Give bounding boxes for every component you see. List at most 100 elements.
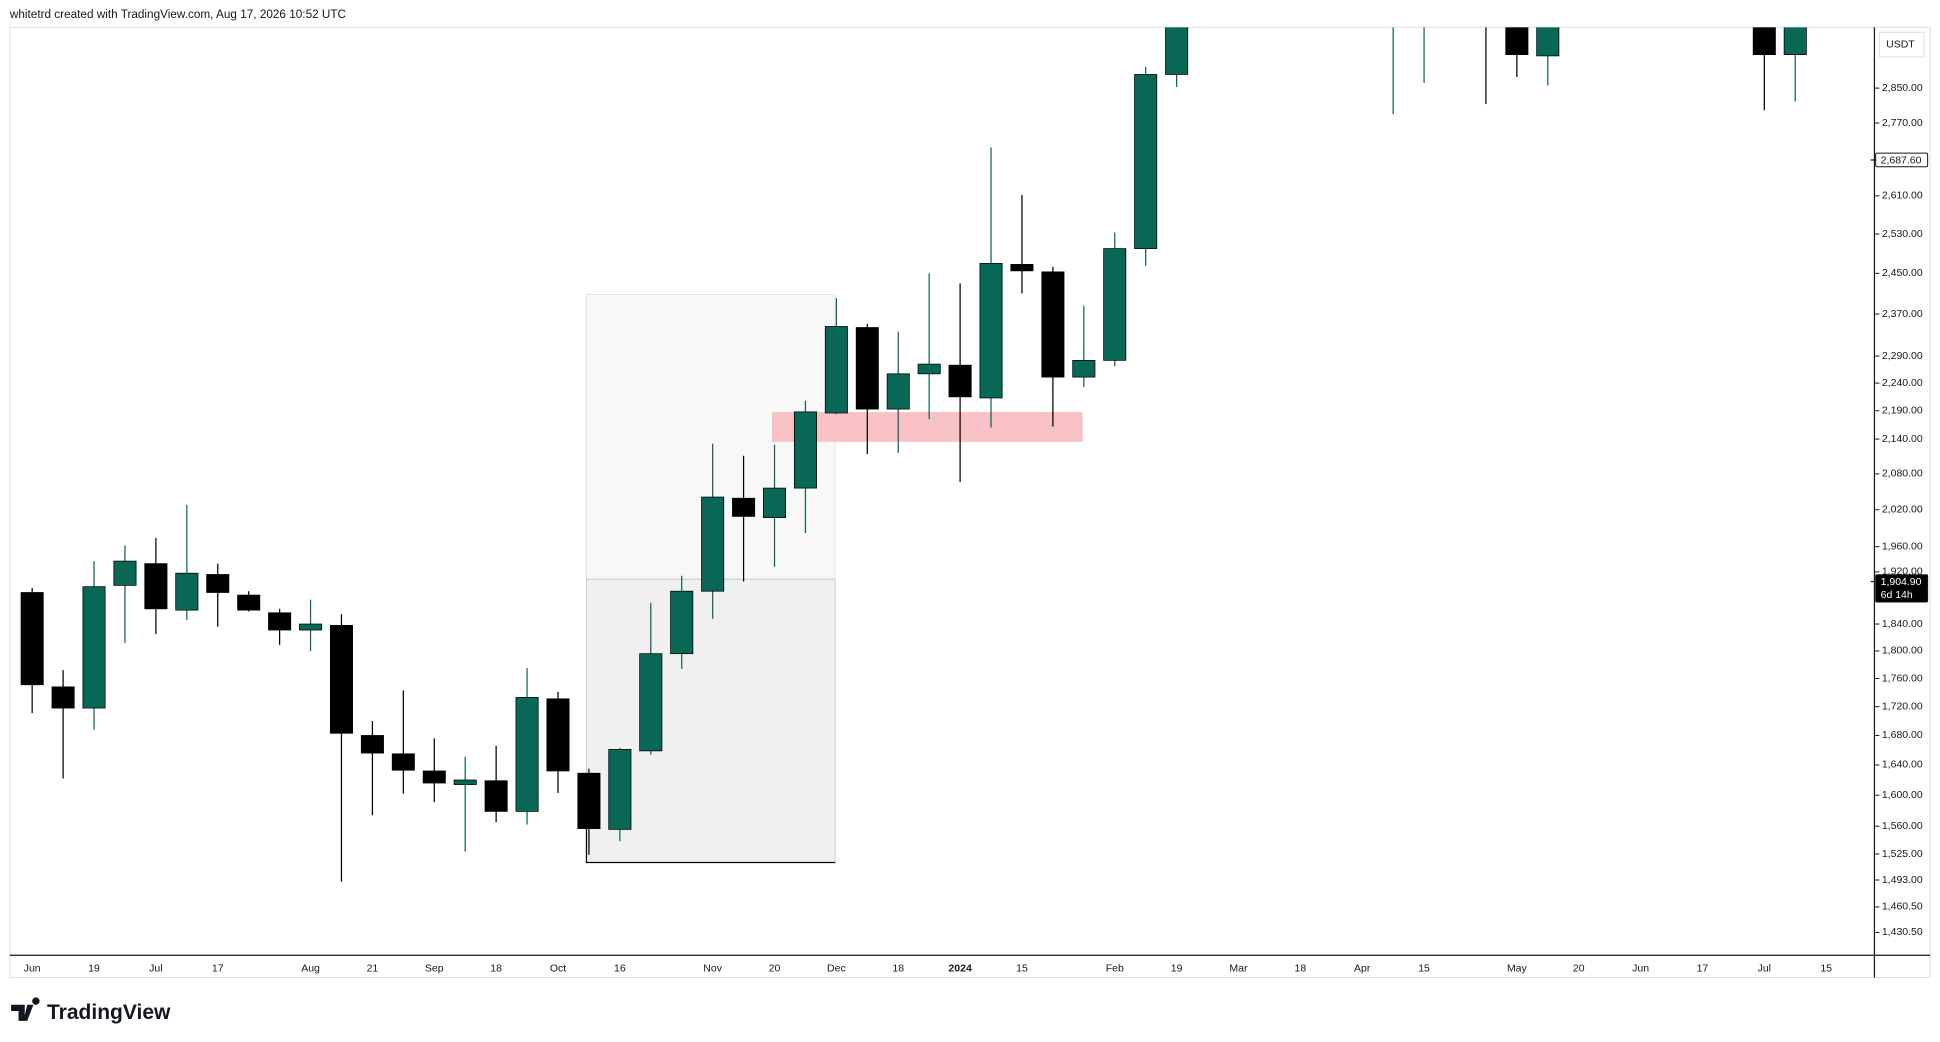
x-tick-label: 18 xyxy=(1295,963,1307,975)
y-tick-label: 2,190.00 xyxy=(1882,405,1923,417)
logo-mark xyxy=(11,997,40,1021)
x-tick-label: 21 xyxy=(367,963,379,975)
candle-body xyxy=(577,772,601,829)
x-tick-label: Jul xyxy=(1758,963,1771,975)
x-tick-label: Sep xyxy=(425,963,444,975)
x-tick-label: Apr xyxy=(1354,963,1371,975)
y-tick-label: 2,850.00 xyxy=(1882,82,1923,94)
candle-body xyxy=(670,590,694,655)
y-tick-label: 2,450.00 xyxy=(1882,267,1923,279)
candle-body xyxy=(20,592,44,686)
candles xyxy=(20,27,1807,882)
y-tick-label: 1,680.00 xyxy=(1882,729,1923,741)
candle-body xyxy=(113,560,137,586)
x-tick-label: Jun xyxy=(1632,963,1649,975)
y-tick-label: 2,610.00 xyxy=(1882,190,1923,202)
chart-frame xyxy=(9,26,1931,979)
currency-box xyxy=(1878,31,1925,58)
y-tick-label: 1,493.00 xyxy=(1882,874,1923,886)
x-tick-label: Feb xyxy=(1106,963,1124,975)
y-tick-label: 1,560.00 xyxy=(1882,820,1923,832)
zone-rect xyxy=(772,412,1083,442)
y-tick-label: 2,370.00 xyxy=(1882,308,1923,320)
candle-body xyxy=(1010,264,1034,272)
candle-body xyxy=(979,263,1003,399)
candle-body xyxy=(1752,27,1776,56)
candle-body xyxy=(1165,27,1189,75)
price-marker-box xyxy=(1875,574,1929,603)
x-tick-label: 15 xyxy=(1418,963,1430,975)
price-marker-label: 2,687.60 xyxy=(1881,154,1922,166)
x-tick-label: 16 xyxy=(614,963,626,975)
x-tick-label: 15 xyxy=(1016,963,1028,975)
candle-body xyxy=(824,326,848,414)
y-tick-label: 2,290.00 xyxy=(1882,350,1923,362)
x-tick-label: 18 xyxy=(490,963,502,975)
x-tick-label: 2024 xyxy=(948,963,972,975)
x-tick-label: Jun xyxy=(24,963,41,975)
candle-body xyxy=(1103,248,1127,361)
candle-body xyxy=(1783,27,1807,56)
x-tick-label: 20 xyxy=(769,963,781,975)
x-tick-label: May xyxy=(1507,963,1528,975)
y-tick-label: 2,770.00 xyxy=(1882,117,1923,129)
candle-body xyxy=(546,698,570,772)
x-tick-label: Nov xyxy=(703,963,722,975)
candle-body xyxy=(701,496,725,592)
candle-body xyxy=(206,574,230,593)
x-tick-label: 17 xyxy=(1697,963,1709,975)
candle-body xyxy=(886,373,910,410)
y-tick-label: 1,760.00 xyxy=(1882,672,1923,684)
y-tick-label: 1,960.00 xyxy=(1882,540,1923,552)
candle-body xyxy=(948,364,972,398)
y-tick-label: 2,020.00 xyxy=(1882,504,1923,516)
candle-body xyxy=(917,363,941,375)
y-tick-label: 1,720.00 xyxy=(1882,700,1923,712)
candle-body xyxy=(1505,27,1529,56)
currency-label: USDT xyxy=(1886,38,1915,50)
x-tick-label: 20 xyxy=(1573,963,1585,975)
y-tick-label: 1,525.00 xyxy=(1882,848,1923,860)
y-tick-label: 2,530.00 xyxy=(1882,228,1923,240)
candle-body xyxy=(329,624,353,734)
candle-body xyxy=(608,749,632,830)
candle-body xyxy=(175,572,199,611)
y-tick-label: 1,430.50 xyxy=(1882,926,1923,938)
price-marker-label: 1,904.90 xyxy=(1881,576,1922,588)
candle-body xyxy=(391,753,415,771)
y-tick-label: 1,840.00 xyxy=(1882,618,1923,630)
candle-body xyxy=(144,563,168,610)
x-tick-label: Mar xyxy=(1229,963,1248,975)
candle-body xyxy=(51,686,75,709)
candle-body xyxy=(515,697,539,812)
price-marker-countdown: 6d 14h xyxy=(1881,589,1913,601)
candle-body xyxy=(732,497,756,517)
x-tick-label: 18 xyxy=(892,963,904,975)
candle-body xyxy=(1072,359,1096,378)
y-tick-label: 2,080.00 xyxy=(1882,468,1923,480)
x-tick-label: 17 xyxy=(212,963,224,975)
x-tick-label: Aug xyxy=(301,963,320,975)
x-tick-label: 19 xyxy=(88,963,100,975)
candle-body xyxy=(639,653,663,752)
candle-body xyxy=(360,735,384,754)
candle-body xyxy=(453,779,477,785)
candle-body xyxy=(299,623,323,631)
candle-body xyxy=(82,586,106,709)
logo: TradingView xyxy=(11,997,171,1024)
candle-body xyxy=(1041,271,1065,378)
y-tick-label: 2,140.00 xyxy=(1882,433,1923,445)
x-tick-label: Dec xyxy=(827,963,846,975)
x-tick-label: 15 xyxy=(1820,963,1832,975)
candle-body xyxy=(237,594,261,611)
range-box-edge xyxy=(585,826,836,864)
candle-body xyxy=(1536,27,1560,57)
y-tick-label: 1,640.00 xyxy=(1882,759,1923,771)
candle-body xyxy=(763,487,787,519)
candle-body xyxy=(268,612,292,631)
candle-body xyxy=(422,770,446,784)
candle-body xyxy=(484,780,508,812)
y-tick-label: 1,600.00 xyxy=(1882,789,1923,801)
